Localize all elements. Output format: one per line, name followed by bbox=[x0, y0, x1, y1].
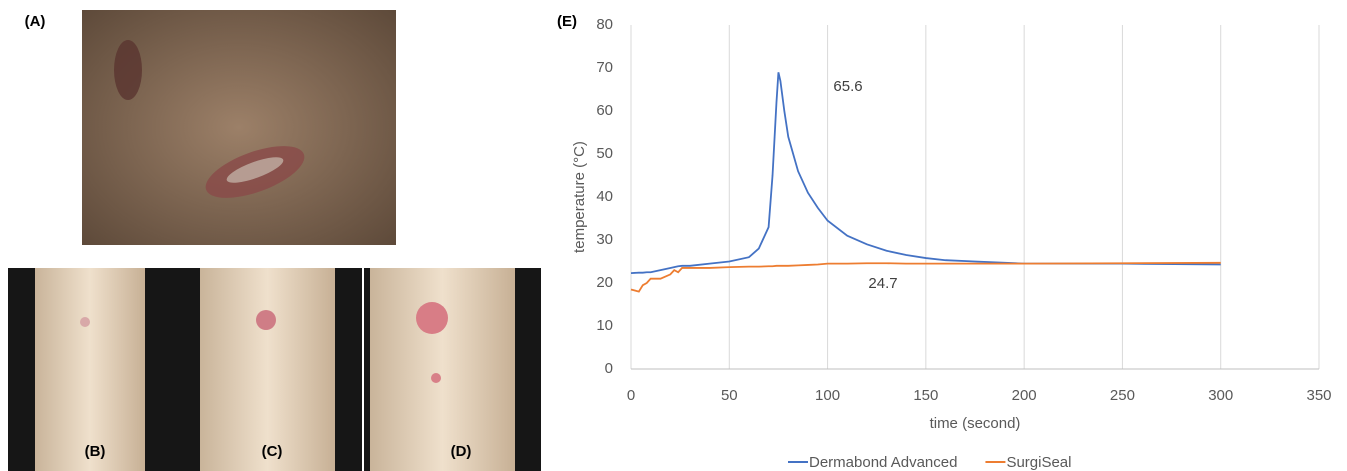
data-line bbox=[630, 72, 1221, 275]
x-tick-label: 0 bbox=[627, 387, 635, 404]
legend-label: SurgiSeal bbox=[1006, 454, 1071, 471]
x-tick-label: 100 bbox=[815, 387, 840, 404]
legend-label: Dermabond Advanced bbox=[809, 454, 957, 471]
x-tick-label: 200 bbox=[1012, 387, 1037, 404]
y-tick-label: 50 bbox=[596, 145, 613, 162]
chart-title: (E) bbox=[557, 13, 577, 30]
photo-d bbox=[364, 268, 541, 471]
panel-label: (D) bbox=[451, 443, 472, 460]
y-tick-label: 30 bbox=[596, 231, 613, 248]
y-tick-label: 80 bbox=[596, 16, 613, 33]
annotation: 65.6 bbox=[833, 78, 862, 95]
y-tick-label: 60 bbox=[596, 102, 613, 119]
y-axis-label: temperature (°C) bbox=[571, 141, 588, 253]
panel-label: (A) bbox=[25, 13, 46, 30]
x-tick-label: 350 bbox=[1306, 387, 1331, 404]
annotation: 24.7 bbox=[868, 275, 897, 292]
panel-label: (C) bbox=[262, 443, 283, 460]
photo-b bbox=[8, 268, 172, 471]
data-line bbox=[630, 261, 1221, 293]
y-tick-label: 40 bbox=[596, 188, 613, 205]
photo-c bbox=[172, 268, 362, 471]
y-tick-label: 70 bbox=[596, 59, 613, 76]
x-tick-label: 50 bbox=[721, 387, 738, 404]
x-tick-label: 150 bbox=[913, 387, 938, 404]
x-axis-label: time (second) bbox=[930, 415, 1021, 432]
y-tick-label: 0 bbox=[605, 360, 613, 377]
y-tick-label: 10 bbox=[596, 317, 613, 334]
x-tick-label: 250 bbox=[1110, 387, 1135, 404]
panel-label: (B) bbox=[85, 443, 106, 460]
photo-a bbox=[82, 10, 396, 245]
y-tick-label: 20 bbox=[596, 274, 613, 291]
x-tick-label: 300 bbox=[1208, 387, 1233, 404]
